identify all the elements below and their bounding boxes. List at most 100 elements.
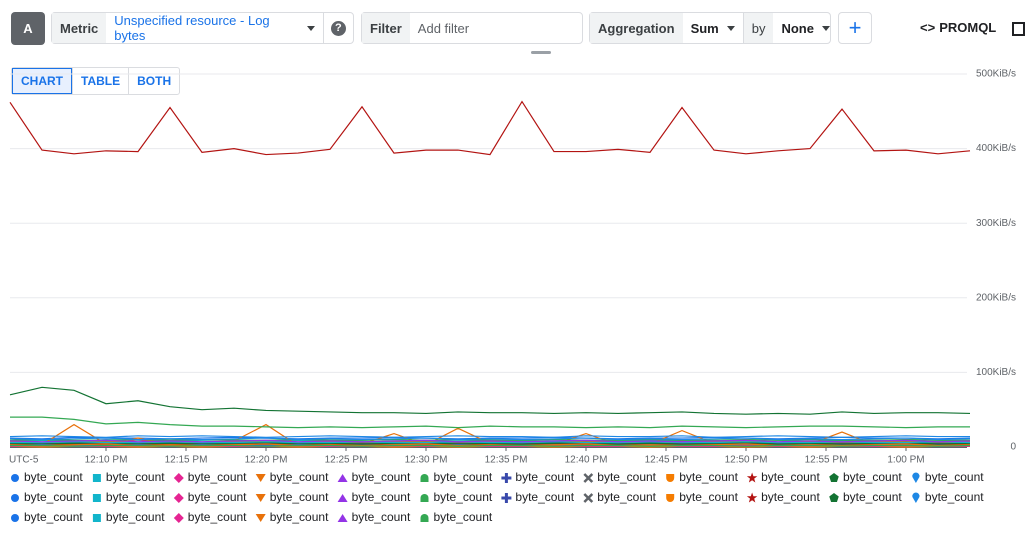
legend-label: byte_count <box>352 470 411 484</box>
add-button[interactable]: + <box>838 12 872 44</box>
series-line <box>9 435 970 438</box>
legend-label: byte_count <box>761 470 820 484</box>
legend-marker <box>746 472 758 483</box>
metric-label: Metric <box>52 13 107 43</box>
legend-label: byte_count <box>270 470 329 484</box>
tab[interactable]: CHART <box>12 68 72 94</box>
legend-marker <box>666 494 675 502</box>
legend-marker <box>92 474 101 482</box>
x-tick-label: 12:45 PM <box>645 455 688 466</box>
chart: 0 100KiB/s 200KiB/s 300KiB/s 400KiB/s 500KiB/… <box>9 69 1016 525</box>
by-value: None <box>781 20 814 36</box>
legend-marker <box>255 514 266 522</box>
legend-label: byte_count <box>24 490 83 504</box>
filter-input[interactable]: Filter Add filter <box>361 12 583 44</box>
y-tick-label: 300KiB/s <box>976 218 1016 229</box>
legend-marker <box>173 513 184 523</box>
legend-marker <box>11 514 19 522</box>
y-tick-label: 500KiB/s <box>976 69 1016 80</box>
x-tick-label: 1:00 PM <box>887 455 924 466</box>
filter-placeholder: Add filter <box>417 20 470 36</box>
legend-marker <box>501 493 512 503</box>
legend-label: byte_count <box>679 490 738 504</box>
aggregation-value: Sum <box>690 20 719 36</box>
legend-label: byte_count <box>515 470 574 484</box>
legend-marker <box>666 474 675 482</box>
series-line <box>9 439 971 443</box>
x-tick-label: 12:15 PM <box>165 455 208 466</box>
legend-label: byte_count <box>597 470 656 484</box>
legend-label: byte_count <box>925 490 984 504</box>
tab[interactable]: TABLE <box>72 68 128 94</box>
legend-marker <box>420 494 429 502</box>
legend-label: byte_count <box>188 470 247 484</box>
promql-button[interactable]: <> PROMQL <box>920 20 997 35</box>
legend-label: byte_count <box>188 490 247 504</box>
promql-label: PROMQL <box>939 20 997 35</box>
x-tick-label: 12:40 PM <box>565 455 608 466</box>
series-line <box>10 416 970 429</box>
timezone-label: UTC-5 <box>9 455 39 466</box>
legend-label: byte_count <box>352 490 411 504</box>
x-tick-label: 12:50 PM <box>725 455 768 466</box>
series-line <box>9 386 971 415</box>
legend-label: byte_count <box>843 470 902 484</box>
metric-select[interactable]: Metric Unspecified resource - Log bytes … <box>51 12 354 44</box>
metric-value: Unspecified resource - Log bytes <box>114 13 270 43</box>
y-tick-label: 0 <box>1010 442 1016 453</box>
x-tick-label: 12:20 PM <box>245 455 288 466</box>
legend-label: byte_count <box>515 490 574 504</box>
legend-label: byte_count <box>679 470 738 484</box>
legend-marker <box>173 473 184 483</box>
series-line <box>10 444 971 447</box>
legend-marker <box>912 492 920 503</box>
drag-handle[interactable] <box>531 51 551 54</box>
aggregation-select[interactable]: Aggregation Sum by None <box>589 12 831 44</box>
legend-label: byte_count <box>761 490 820 504</box>
x-tick-label: 12:55 PM <box>805 455 848 466</box>
y-tick-label: 100KiB/s <box>976 367 1016 378</box>
legend-marker <box>829 493 839 503</box>
legend-marker <box>337 514 348 522</box>
legend-marker <box>337 494 348 502</box>
x-tick-label: 12:25 PM <box>325 455 368 466</box>
legend-marker <box>912 472 920 483</box>
legend-label: byte_count <box>106 470 165 484</box>
legend-marker <box>829 473 839 483</box>
legend-label: byte_count <box>24 510 83 524</box>
legend-label: byte_count <box>434 470 493 484</box>
legend-marker <box>92 514 101 522</box>
y-tick-label: 200KiB/s <box>976 292 1016 303</box>
legend-label: byte_count <box>188 510 247 524</box>
x-tick-label: 12:30 PM <box>405 455 448 466</box>
legend-label: byte_count <box>270 490 329 504</box>
y-tick-label: 400KiB/s <box>976 143 1016 154</box>
legend-marker <box>11 494 19 502</box>
legend-marker <box>255 474 266 482</box>
legend-label: byte_count <box>106 490 165 504</box>
legend-marker <box>255 494 266 502</box>
filter-label: Filter <box>362 13 410 43</box>
x-tick-label: 12:10 PM <box>85 455 128 466</box>
legend-label: byte_count <box>106 510 165 524</box>
copy-icon[interactable] <box>1012 22 1025 36</box>
legend-label: byte_count <box>434 490 493 504</box>
series-line <box>9 443 971 447</box>
legend-marker <box>501 473 512 483</box>
tab[interactable]: BOTH <box>128 68 179 94</box>
legend-marker <box>583 493 594 503</box>
legend-label: byte_count <box>925 470 984 484</box>
series-line <box>9 437 971 441</box>
legend-label: byte_count <box>270 510 329 524</box>
series-line <box>9 100 971 156</box>
legend-marker <box>746 492 758 503</box>
legend-marker <box>11 474 19 482</box>
series-line <box>10 441 971 444</box>
legend-label: byte_count <box>24 470 83 484</box>
query-letter[interactable]: A <box>11 12 45 45</box>
help-icon[interactable]: ? <box>330 20 346 36</box>
legend-marker <box>420 514 429 522</box>
legend-marker <box>420 474 429 482</box>
legend-label: byte_count <box>597 490 656 504</box>
